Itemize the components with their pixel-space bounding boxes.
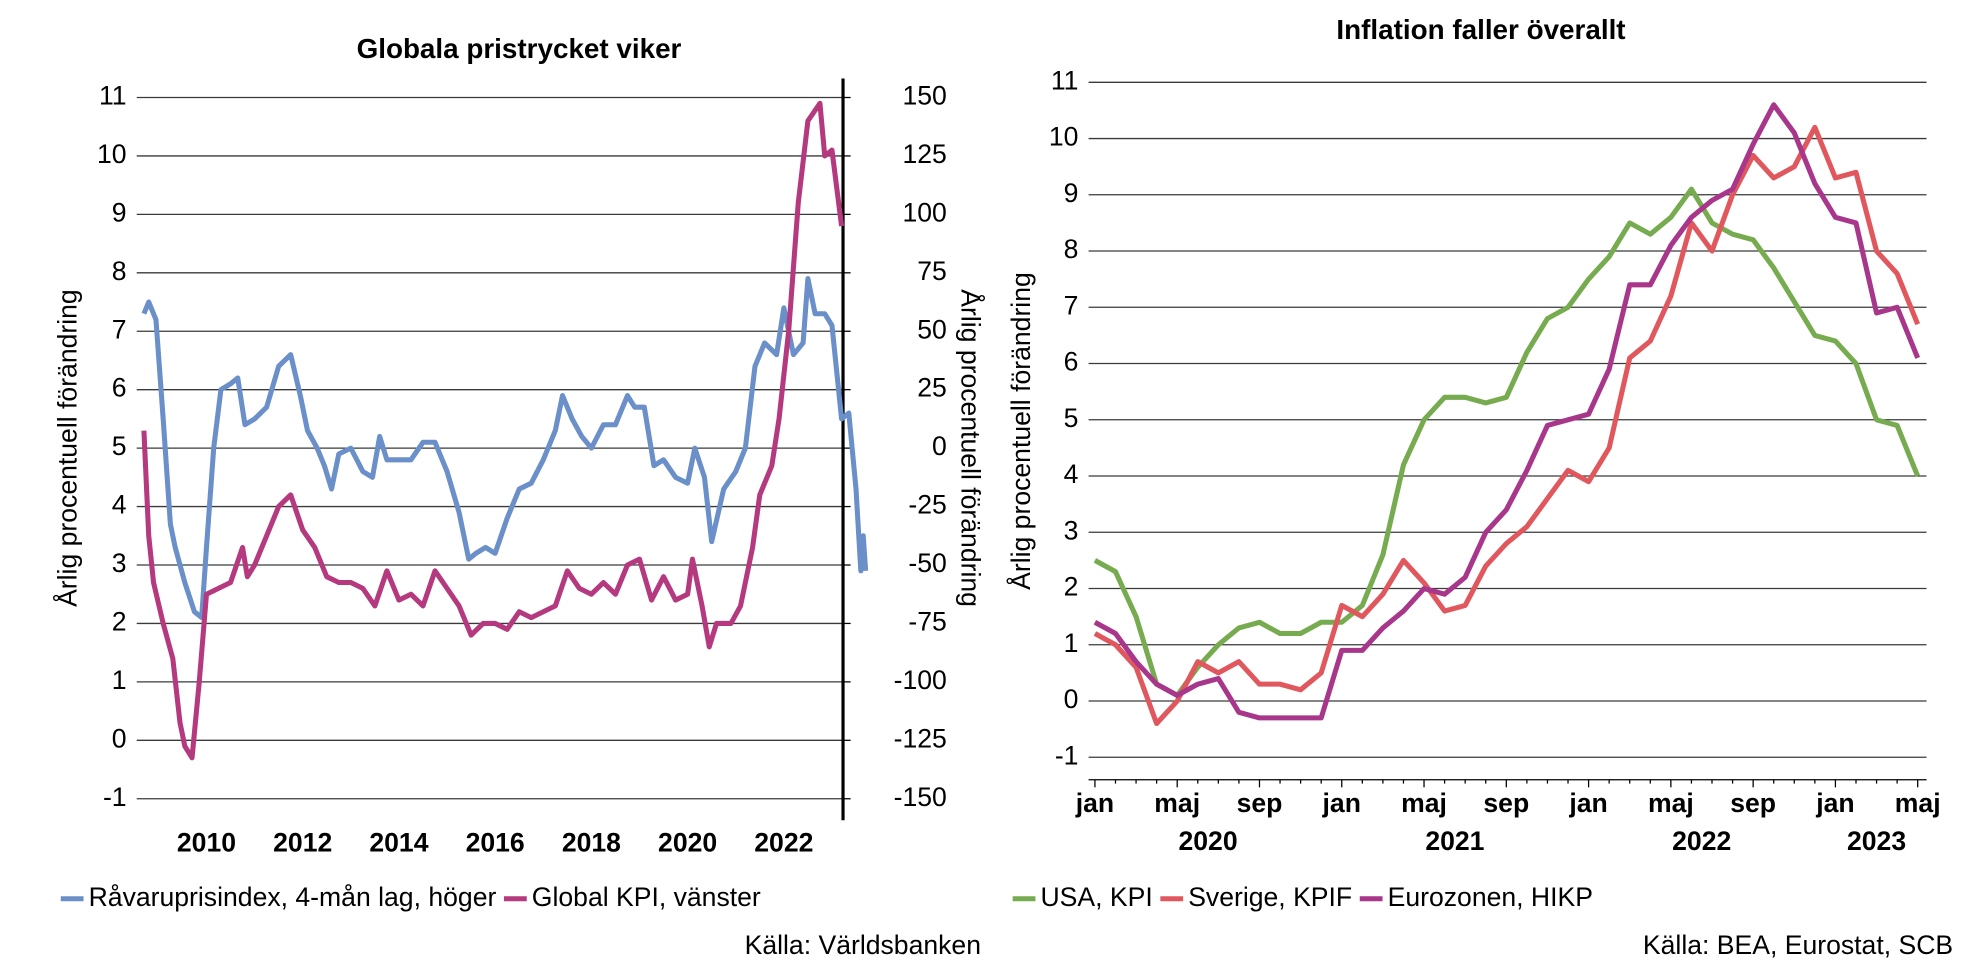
y-tick-label: 9 — [112, 197, 127, 227]
y2-tick-label: -50 — [908, 548, 946, 578]
x-tick-label: sep — [1483, 788, 1529, 818]
y-tick-label: 3 — [112, 548, 127, 578]
x-tick-label: jan — [1568, 788, 1607, 818]
y-tick-label: 1 — [112, 665, 127, 695]
y-tick-label: 8 — [1064, 234, 1079, 264]
y-tick-label: 4 — [112, 490, 127, 520]
y-tick-label: 3 — [1064, 515, 1079, 545]
x-group-label: 2020 — [1178, 826, 1237, 856]
y-tick-label: 11 — [1051, 65, 1079, 95]
y-tick-label: 4 — [1064, 459, 1079, 489]
legend-label: Sverige, KPIF — [1188, 882, 1352, 912]
y-tick-label: 10 — [1049, 122, 1079, 152]
data-line — [141, 100, 845, 761]
x-group-label: 2023 — [1847, 826, 1906, 856]
y2-tick-label: 125 — [902, 139, 946, 169]
x-tick-label: 2018 — [562, 827, 621, 857]
y-tick-label: -1 — [103, 782, 127, 812]
x-tick-label: 2014 — [369, 827, 428, 857]
x-tick-label: maj — [1154, 788, 1200, 818]
y2-axis-label: Årlig procentuell förändring — [955, 289, 985, 607]
y-tick-label: 7 — [112, 314, 127, 344]
y-tick-label: 11 — [99, 81, 127, 111]
y-tick-label: 5 — [1064, 403, 1079, 433]
y-tick-label: 6 — [1064, 347, 1079, 377]
data-line — [141, 276, 869, 621]
x-tick-label: 2022 — [754, 827, 813, 857]
x-tick-label: sep — [1730, 788, 1776, 818]
x-tick-label: maj — [1401, 788, 1447, 818]
legend-label: Eurozonen, HIKP — [1388, 882, 1593, 912]
y2-tick-label: -25 — [908, 490, 946, 520]
y-tick-label: 10 — [97, 139, 127, 169]
y2-tick-label: -100 — [894, 665, 947, 695]
y-tick-label: 2 — [112, 606, 127, 636]
source-note: Källa: Världsbanken — [745, 930, 981, 960]
y-tick-label: 7 — [1064, 290, 1079, 320]
x-tick-label: maj — [1895, 788, 1941, 818]
y-axis-label: Årlig procentuell förändring — [53, 289, 83, 607]
y2-tick-label: 25 — [917, 373, 947, 403]
x-tick-label: 2020 — [658, 827, 717, 857]
data-line — [1093, 102, 1921, 721]
x-tick-label: 2016 — [466, 827, 525, 857]
y2-tick-label: -125 — [894, 723, 947, 753]
y2-tick-label: -150 — [894, 782, 947, 812]
y-tick-label: 5 — [112, 431, 127, 461]
y2-tick-label: 50 — [917, 314, 947, 344]
x-group-label: 2022 — [1672, 826, 1731, 856]
x-tick-label: 2012 — [273, 827, 332, 857]
y-tick-label: 6 — [112, 373, 127, 403]
x-tick-label: 2010 — [177, 827, 236, 857]
y2-tick-label: 0 — [932, 431, 947, 461]
legend-label: Råvaruprisindex, 4-mån lag, höger — [89, 882, 497, 912]
x-tick-label: sep — [1237, 788, 1283, 818]
y2-tick-label: -75 — [908, 606, 946, 636]
y-tick-label: 2 — [1064, 572, 1079, 602]
y-tick-label: -1 — [1055, 740, 1079, 770]
y2-tick-label: 150 — [902, 81, 946, 111]
x-tick-label: jan — [1815, 788, 1854, 818]
chart-title: Inflation faller överallt — [1336, 14, 1625, 45]
x-tick-label: maj — [1648, 788, 1694, 818]
y2-tick-label: 75 — [917, 256, 947, 286]
legend-label: Global KPI, vänster — [532, 882, 761, 912]
y-tick-label: 8 — [112, 256, 127, 286]
x-tick-label: jan — [1075, 788, 1114, 818]
y-tick-label: 0 — [1064, 684, 1079, 714]
y-axis-label: Årlig procentuell förändring — [1006, 272, 1036, 590]
y-tick-label: 0 — [112, 723, 127, 753]
data-line — [1093, 124, 1921, 727]
chart-title: Globala pristrycket viker — [357, 33, 682, 64]
y2-tick-label: 100 — [902, 197, 946, 227]
data-line — [1093, 186, 1921, 698]
legend-label: USA, KPI — [1040, 882, 1152, 912]
y-tick-label: 9 — [1064, 178, 1079, 208]
source-note: Källa: BEA, Eurostat, SCB — [1643, 930, 1953, 960]
y-tick-label: 1 — [1064, 628, 1079, 658]
x-group-label: 2021 — [1425, 826, 1484, 856]
x-tick-label: jan — [1322, 788, 1361, 818]
